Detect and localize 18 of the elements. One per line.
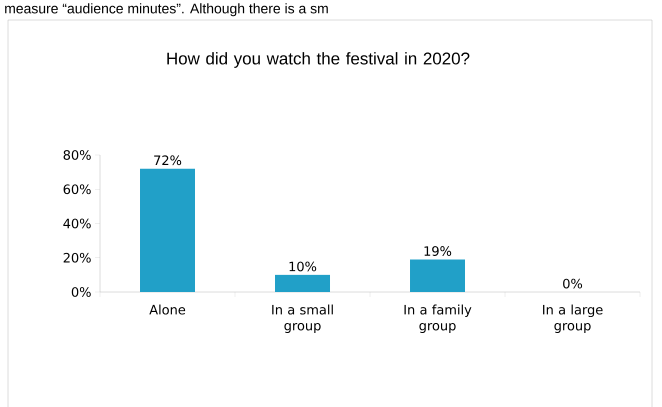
data-label: 0% [563,278,582,288]
bar [275,274,330,292]
x-tick-label: In a small group [272,304,333,333]
bar [140,168,196,292]
bar [410,259,466,292]
x-tick-label: Alone [149,304,186,315]
y-tick-label: 40% [63,218,91,228]
data-label: 72% [154,155,182,166]
y-tick-label: 20% [64,252,91,263]
y-tick-label: 60% [64,184,91,194]
x-tick-label: In a family group [404,304,472,333]
data-label: 19% [424,246,452,256]
x-tick-label: In a large group [543,304,603,333]
data-label: 10% [290,262,316,272]
y-tick-label: 0% [72,287,91,297]
y-tick-label: 80% [64,150,91,160]
chart-title: How did you watch the festival in 2020? [167,52,470,68]
text: measure “audience minutes”. Although there is a sm [5,3,328,16]
